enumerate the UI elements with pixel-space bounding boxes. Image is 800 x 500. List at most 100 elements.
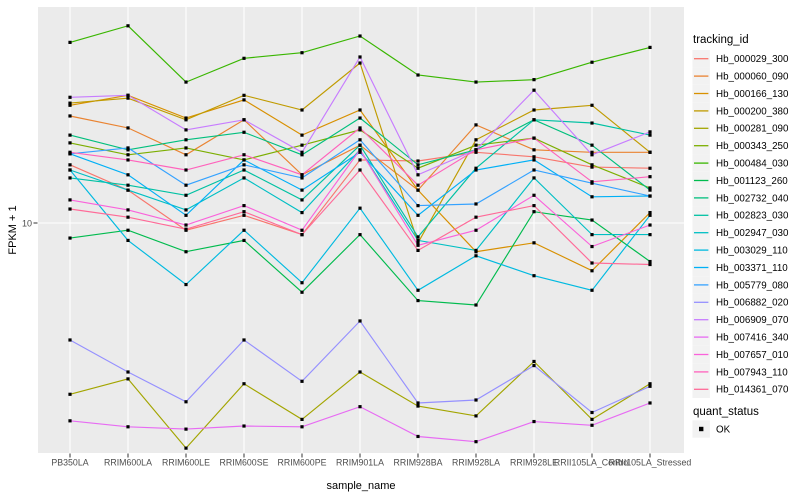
data-point (68, 95, 72, 99)
data-point (474, 168, 478, 172)
data-point (416, 166, 420, 170)
data-point (126, 173, 130, 177)
data-point (590, 60, 594, 64)
data-point (416, 238, 420, 243)
legend-item: Hb_007416_340 (692, 328, 789, 346)
data-point (648, 150, 652, 154)
data-point (184, 223, 188, 227)
data-point (532, 158, 536, 162)
data-point (242, 424, 246, 428)
data-point (242, 338, 246, 342)
data-point (300, 281, 304, 285)
data-point (474, 398, 478, 402)
data-point (358, 148, 362, 152)
data-point (242, 176, 246, 180)
data-point (300, 133, 304, 137)
legend-item: OK (692, 420, 731, 438)
data-point (242, 118, 246, 122)
data-point (300, 176, 304, 180)
data-point (474, 440, 478, 444)
data-point (126, 370, 130, 374)
data-point (416, 288, 420, 292)
data-point (416, 248, 420, 253)
data-point (648, 210, 652, 215)
data-point (358, 116, 362, 120)
data-point (416, 404, 420, 408)
legend-item: Hb_002732_040 (692, 189, 789, 207)
legend-item: Hb_000281_090 (692, 119, 789, 137)
data-point (126, 377, 130, 381)
data-point (126, 188, 130, 192)
data-point (242, 210, 246, 214)
data-point (242, 238, 246, 243)
data-point (648, 259, 652, 264)
data-point (242, 382, 246, 386)
data-point (184, 128, 188, 132)
legend-item-label: Hb_000484_030 (716, 159, 789, 170)
legend-title-tracking-id: tracking_id (693, 34, 749, 46)
legend-item: Hb_006909_070 (692, 311, 789, 329)
legend-item-label: Hb_003371_110 (716, 263, 788, 274)
data-point (532, 148, 536, 152)
legend-item-label: Hb_002947_030 (716, 228, 789, 239)
x-axis-tick-label: RRIM901LA (336, 458, 384, 468)
data-point (532, 274, 536, 278)
data-point (300, 153, 304, 157)
legend-item-label: Hb_007416_340 (716, 333, 789, 344)
data-point (184, 80, 188, 84)
data-point (416, 173, 420, 177)
legend-item-label: Hb_001123_260 (716, 176, 788, 187)
data-point (590, 261, 594, 265)
legend-item: Hb_006882_020 (692, 293, 789, 311)
data-point (358, 138, 362, 142)
data-point (68, 103, 72, 107)
data-point (532, 204, 536, 208)
legend-item-label: OK (716, 424, 731, 435)
data-point (184, 208, 188, 212)
data-point (126, 96, 130, 100)
data-point (300, 425, 304, 429)
legend-item: Hb_007943_110 (692, 363, 788, 381)
legend-item: Hb_002947_030 (692, 224, 789, 242)
data-point (242, 158, 246, 162)
data-point (68, 176, 72, 180)
data-point (358, 128, 362, 132)
data-point (300, 228, 304, 232)
legend-item-label: Hb_003029_110 (716, 246, 788, 257)
data-point (126, 24, 130, 28)
data-point (184, 118, 188, 122)
data-point (648, 194, 652, 198)
x-axis-tick-label: RRIM928LA (452, 458, 500, 468)
data-point (184, 193, 188, 197)
data-point (590, 153, 594, 157)
data-point (532, 176, 536, 180)
data-point (590, 423, 594, 427)
data-point (300, 188, 304, 192)
data-point (242, 153, 246, 157)
data-point (532, 193, 536, 197)
data-point (474, 148, 478, 152)
data-point (68, 207, 72, 211)
legend-item-label: Hb_000060_090 (716, 72, 789, 83)
data-point (590, 195, 594, 199)
legend-item-label: Hb_000200_380 (716, 106, 789, 117)
data-point (648, 384, 652, 388)
data-point (68, 392, 72, 396)
data-point (532, 118, 536, 122)
data-point (358, 405, 362, 409)
x-axis-tick-label: RRIM928BA (394, 458, 443, 468)
legend-item: Hb_005779_080 (692, 276, 789, 294)
data-point (358, 206, 362, 210)
legend-item: Hb_000484_030 (692, 154, 789, 172)
data-point (126, 126, 130, 130)
data-point (242, 168, 246, 172)
data-point (68, 150, 72, 154)
data-point (416, 235, 420, 239)
data-point (532, 155, 536, 159)
legend-item-label: Hb_000343_250 (716, 141, 789, 152)
data-point (590, 165, 594, 169)
data-point (300, 210, 304, 215)
legend-item-label: Hb_000029_300 (716, 54, 789, 65)
data-point (532, 88, 536, 92)
